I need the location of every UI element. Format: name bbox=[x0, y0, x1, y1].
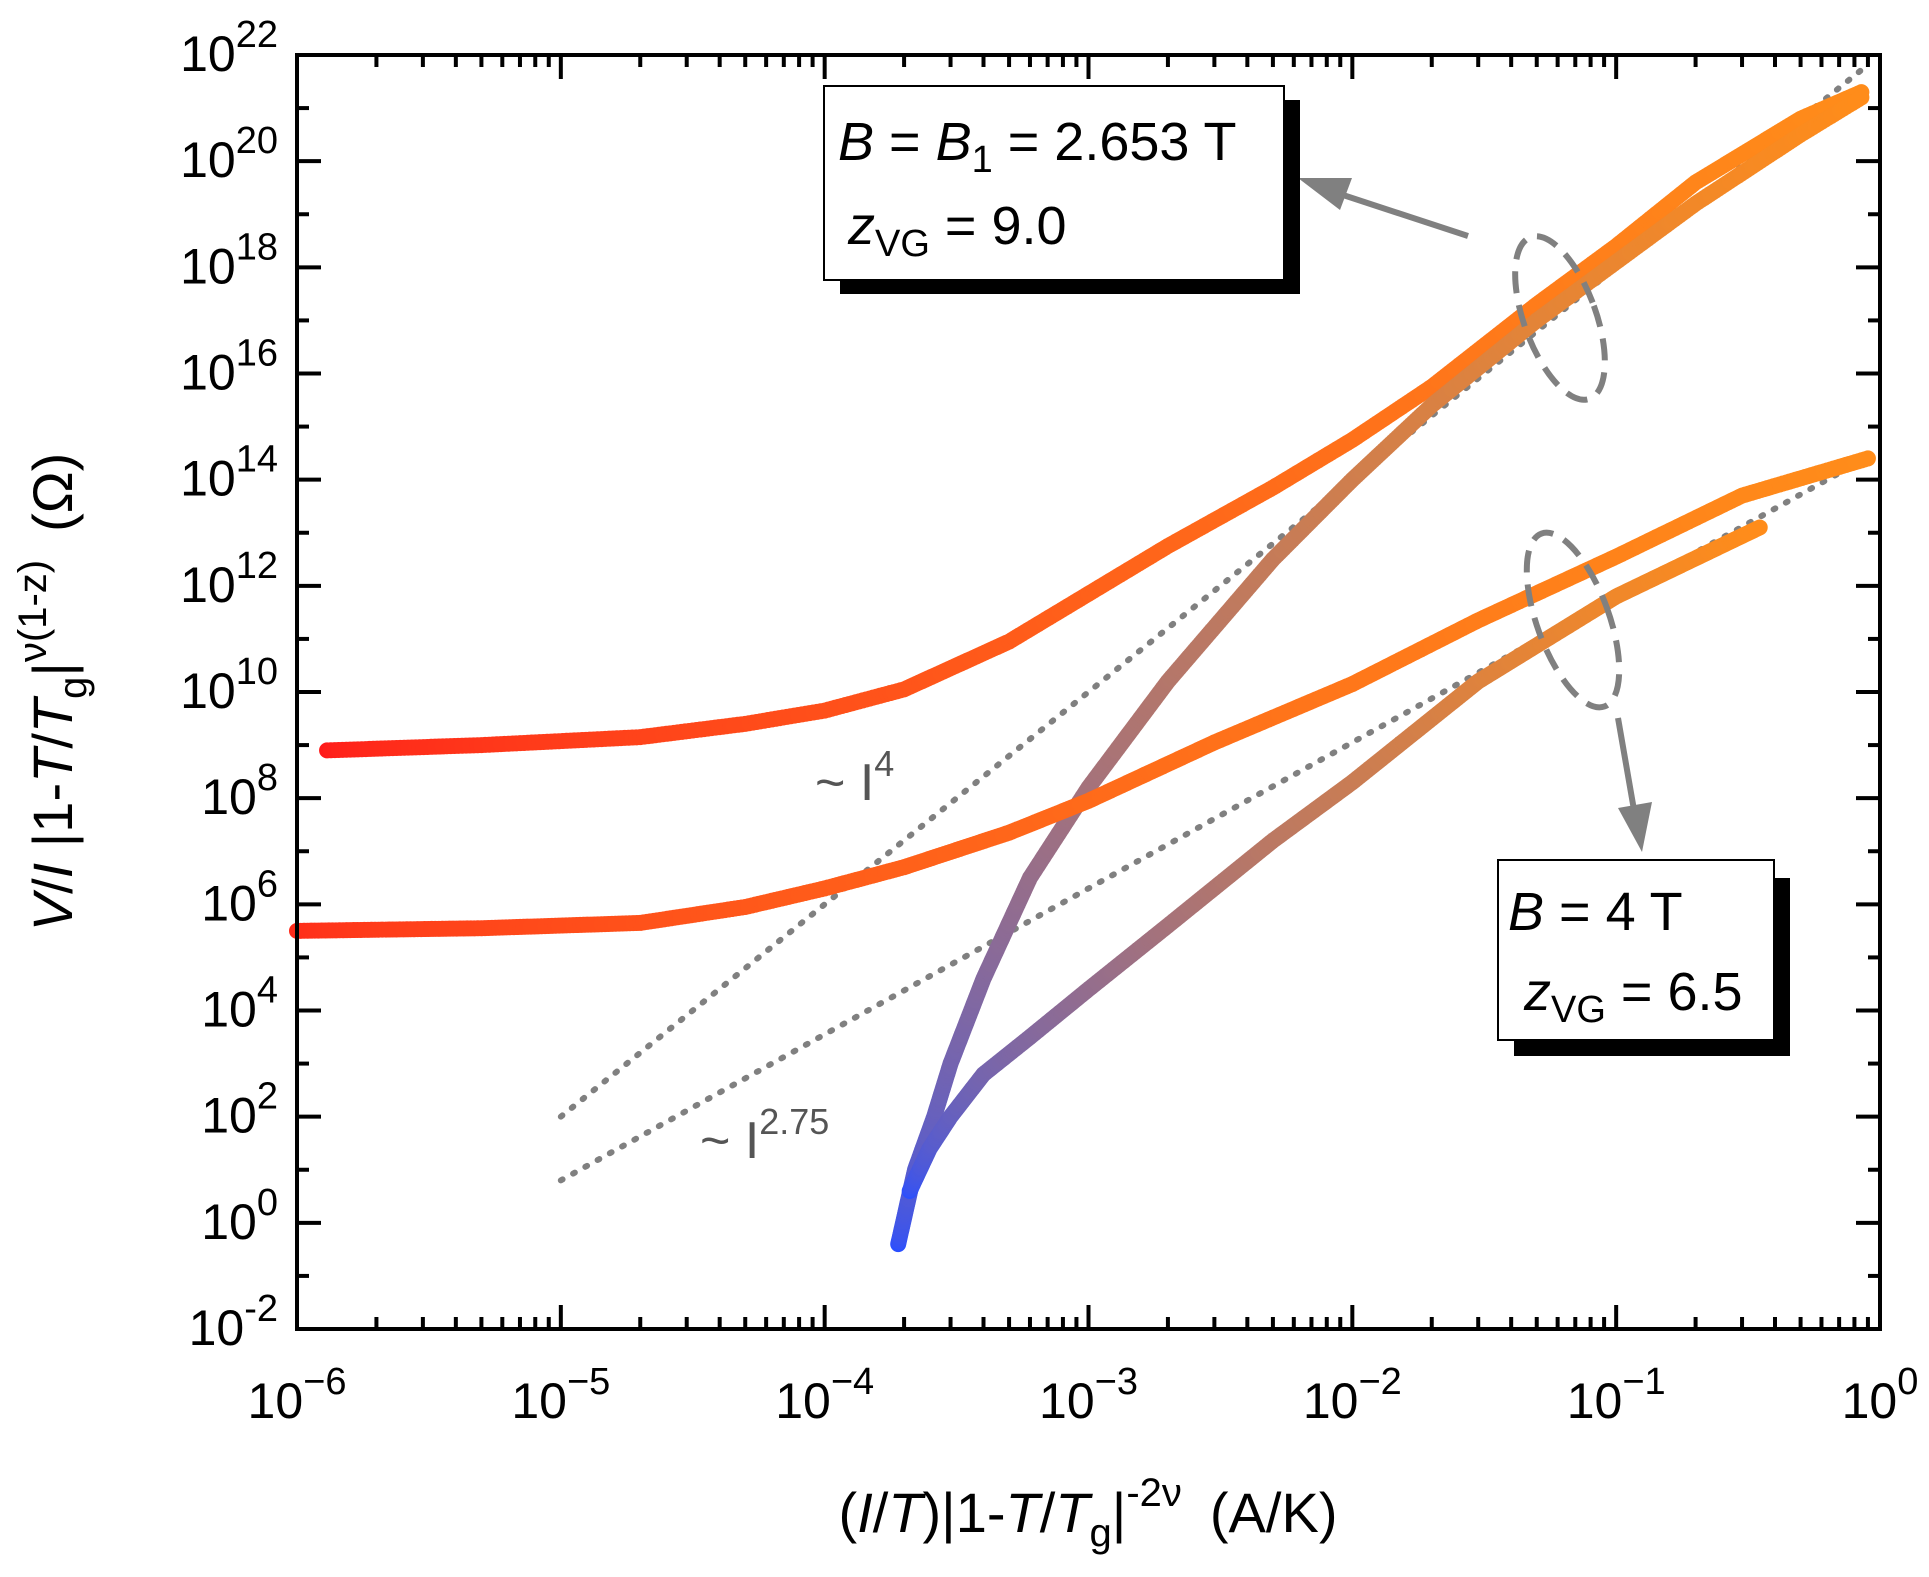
y-tick-exponent: 18 bbox=[236, 226, 278, 268]
fit-label-i275-exp: 2.75 bbox=[759, 1101, 829, 1142]
fit-label-i4-exp: 4 bbox=[874, 743, 894, 784]
annotation-b4-box bbox=[1497, 859, 1775, 1041]
arrow-b4-shaft bbox=[1615, 717, 1637, 811]
data-point bbox=[1859, 450, 1876, 467]
y-tick-label: 10-2 bbox=[189, 1288, 278, 1356]
y-tick-label: 106 bbox=[201, 863, 278, 931]
y-tick-exponent: 2 bbox=[257, 1076, 278, 1118]
x-axis-ticks bbox=[295, 55, 1870, 1329]
x-tick-exponent: 0 bbox=[1897, 1361, 1918, 1403]
y-tick-label: 1014 bbox=[180, 439, 278, 507]
y-tick-label: 1020 bbox=[180, 120, 278, 188]
y-tick-exponent: 8 bbox=[257, 757, 278, 799]
annotation-b4-line1: B = 4 T bbox=[1508, 882, 1683, 942]
x-tick-exponent: −1 bbox=[1622, 1361, 1665, 1403]
x-axis-tick-labels: 10−6 10−5 10−4 10−3 10−2 10−1 100 bbox=[248, 1361, 1919, 1429]
arrow-b1-shaft bbox=[1339, 191, 1469, 239]
y-tick-exponent: 12 bbox=[236, 545, 278, 587]
y-tick-label: 108 bbox=[201, 757, 278, 825]
y-tick-label: 1016 bbox=[180, 333, 278, 401]
annotation-b1-box bbox=[823, 85, 1285, 281]
series-3 bbox=[901, 519, 1768, 1199]
x-tick-exponent: −3 bbox=[1095, 1361, 1138, 1403]
data-series bbox=[289, 84, 1876, 1253]
data-point bbox=[1751, 519, 1768, 536]
x-tick-label: 100 bbox=[1842, 1361, 1919, 1429]
y-tick-label: 1018 bbox=[180, 226, 278, 294]
x-tick-label: 10−4 bbox=[775, 1361, 874, 1429]
x-axis-label: (I/T)|1-T/Tg|-2ν (A/K) bbox=[839, 1471, 1338, 1555]
x-tick-exponent: −5 bbox=[567, 1361, 610, 1403]
y-tick-label: 1010 bbox=[180, 651, 278, 719]
y-tick-label: 1012 bbox=[180, 545, 278, 613]
y-tick-exponent: 14 bbox=[236, 439, 278, 481]
x-tick-label: 10−2 bbox=[1303, 1361, 1402, 1429]
series-2 bbox=[289, 450, 1876, 939]
fit-label-i275: ~ I2.75 bbox=[700, 1101, 829, 1170]
x-tick-exponent: −6 bbox=[303, 1361, 346, 1403]
y-tick-exponent: 6 bbox=[257, 863, 278, 905]
annotation-b1-line1: B = B1 = 2.653 T bbox=[838, 112, 1236, 181]
x-tick-exponent: −4 bbox=[831, 1361, 874, 1403]
y-axis-tick-labels: 10-2100102104106108101010121014101610181… bbox=[180, 14, 278, 1356]
y-axis-label: V/I |1-T/Tg|ν(1-z)(Ω) bbox=[11, 453, 95, 932]
x-tick-label: 10−5 bbox=[511, 1361, 610, 1429]
data-point bbox=[1853, 89, 1870, 106]
y-tick-exponent: -2 bbox=[244, 1288, 278, 1330]
ellipse-b1-curves bbox=[1512, 233, 1608, 403]
x-tick-label: 10−6 bbox=[248, 1361, 347, 1429]
y-tick-exponent: 20 bbox=[236, 120, 278, 162]
y-axis-ticks bbox=[297, 53, 1880, 1331]
y-tick-label: 100 bbox=[201, 1182, 278, 1250]
y-tick-exponent: 22 bbox=[236, 14, 278, 56]
y-tick-exponent: 16 bbox=[236, 333, 278, 375]
x-tick-label: 10−1 bbox=[1567, 1361, 1666, 1429]
arrow-b1-head bbox=[1298, 178, 1352, 210]
annotation-b4-line2: zVG = 6.5 bbox=[1523, 962, 1743, 1031]
y-tick-label: 1022 bbox=[180, 14, 278, 82]
fit-label-i4: ~ I4 bbox=[815, 743, 894, 812]
y-tick-exponent: 4 bbox=[257, 970, 278, 1012]
y-tick-label: 102 bbox=[201, 1076, 278, 1144]
x-tick-exponent: −2 bbox=[1358, 1361, 1401, 1403]
annotation-b1-line2: zVG = 9.0 bbox=[847, 196, 1067, 265]
y-tick-exponent: 0 bbox=[257, 1182, 278, 1224]
y-tick-label: 104 bbox=[201, 970, 278, 1038]
ellipse-b4-curves bbox=[1523, 529, 1623, 711]
series-0 bbox=[319, 84, 1870, 759]
x-tick-label: 10−3 bbox=[1039, 1361, 1138, 1429]
arrow-b4-head bbox=[1618, 802, 1652, 852]
y-tick-exponent: 10 bbox=[236, 651, 278, 693]
